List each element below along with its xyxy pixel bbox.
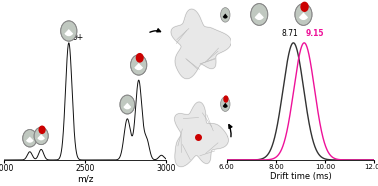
X-axis label: Drift time (ms): Drift time (ms) <box>270 171 332 181</box>
Circle shape <box>34 127 48 145</box>
Circle shape <box>221 8 230 22</box>
Wedge shape <box>223 13 228 19</box>
Circle shape <box>23 130 37 147</box>
Wedge shape <box>223 103 228 108</box>
Wedge shape <box>134 63 143 70</box>
Polygon shape <box>171 9 231 79</box>
Circle shape <box>120 95 135 114</box>
Text: 8.71: 8.71 <box>281 29 298 38</box>
Circle shape <box>251 4 268 25</box>
Wedge shape <box>299 12 308 20</box>
Circle shape <box>136 54 143 62</box>
Polygon shape <box>175 102 228 167</box>
Circle shape <box>295 4 312 25</box>
Circle shape <box>130 55 147 75</box>
Wedge shape <box>26 137 34 143</box>
Circle shape <box>224 96 228 102</box>
Wedge shape <box>37 134 45 140</box>
Circle shape <box>39 126 45 133</box>
Circle shape <box>221 97 230 111</box>
Wedge shape <box>64 29 73 36</box>
Circle shape <box>61 21 77 41</box>
Circle shape <box>301 2 308 11</box>
Wedge shape <box>255 12 264 20</box>
X-axis label: m/z: m/z <box>77 174 93 184</box>
Text: 9.15: 9.15 <box>306 29 324 38</box>
Text: 9+: 9+ <box>72 33 83 42</box>
Wedge shape <box>123 103 131 109</box>
